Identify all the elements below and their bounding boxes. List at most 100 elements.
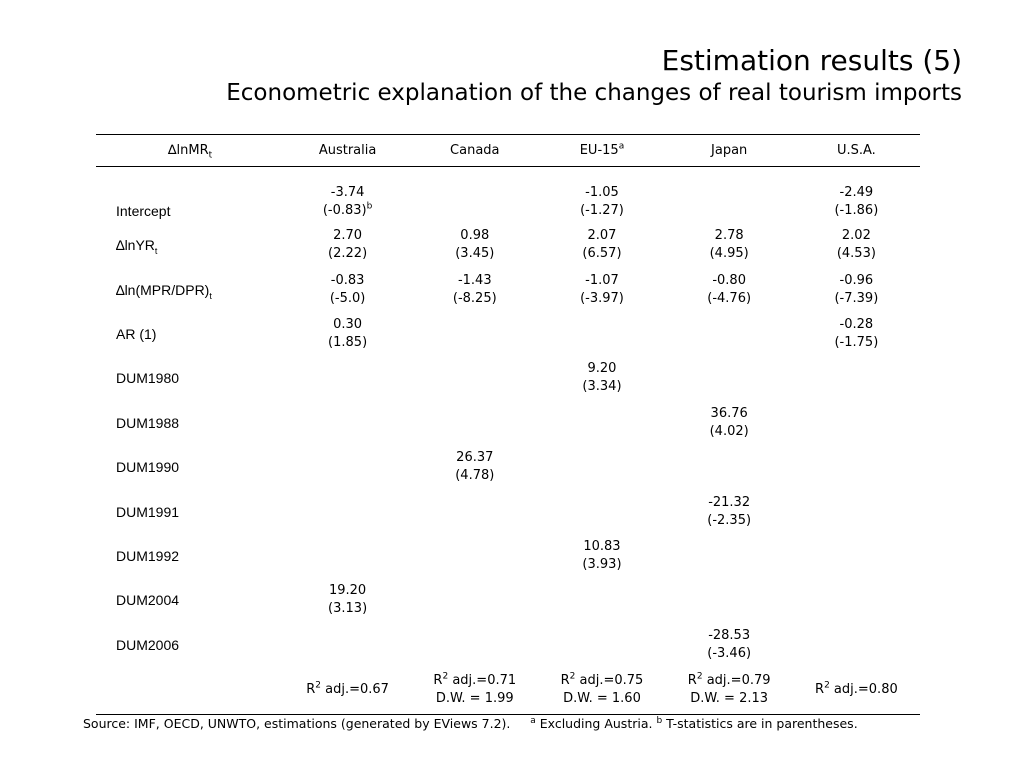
estimate-cell xyxy=(793,623,920,667)
coefficient: -0.80 xyxy=(712,272,746,288)
row-label: ∆lnYRt xyxy=(116,237,158,256)
t-statistic: (-2.35) xyxy=(707,512,752,528)
row-label: DUM1992 xyxy=(116,547,180,564)
coefficient: 2.02 xyxy=(841,228,871,244)
table-row: AR (1) 0.30 (1.85) -0.28 (-1.75) xyxy=(96,312,920,356)
estimate-cell xyxy=(411,534,538,578)
coefficient: 2.78 xyxy=(714,228,744,244)
t-statistic: (-1.75) xyxy=(834,334,879,350)
t-statistic: (3.45) xyxy=(455,246,495,262)
row-label: DUM2006 xyxy=(116,636,180,653)
t-statistic: (3.34) xyxy=(582,379,622,395)
coefficient: 19.20 xyxy=(328,583,367,599)
row-label: Intercept xyxy=(116,203,171,219)
coefficient: -0.28 xyxy=(839,316,874,332)
table-row: ∆lnYRt 2.70 (2.22) 0.98 (3.45) 2.07 (6.57) 2.78… xyxy=(96,223,920,267)
estimate-cell: 0.98 (3.45) xyxy=(411,223,538,267)
durbin-watson: D.W. = 2.13 xyxy=(690,691,769,707)
page-subtitle: Econometric explanation of the changes o… xyxy=(226,80,962,106)
estimate-cell xyxy=(411,356,538,400)
estimate-cell: 2.78 (4.95) xyxy=(666,223,793,267)
header-dependent-variable: ∆lnMRt xyxy=(96,134,284,167)
estimate-cell: 0.30 (1.85) xyxy=(284,312,411,356)
table-row: Intercept -3.74 (-0.83)b -1.05 (-1.27) -2.49 (… xyxy=(96,167,920,224)
estimate-cell xyxy=(793,489,920,533)
estimate-cell: 2.02 (4.53) xyxy=(793,223,920,267)
coefficient: -21.32 xyxy=(708,494,751,510)
t-statistic: (-5.0) xyxy=(329,290,366,306)
estimate-cell xyxy=(411,578,538,622)
title-block: Estimation results (5) Econometric expla… xyxy=(226,44,962,108)
table-row: DUM1980 9.20 (3.34) xyxy=(96,356,920,400)
coefficient: -28.53 xyxy=(708,627,751,643)
estimate-cell xyxy=(666,578,793,622)
durbin-watson: D.W. = 1.60 xyxy=(563,691,641,707)
estimate-cell: -1.07 (-3.97) xyxy=(538,267,665,311)
source-footnote: Source: IMF, OECD, UNWTO, estimations (g… xyxy=(83,715,858,731)
estimate-cell xyxy=(538,312,665,356)
row-label: DUM1980 xyxy=(116,370,180,387)
estimate-cell xyxy=(793,356,920,400)
fit-statistic-cell: R2 adj.=0.71 D.W. = 1.99 xyxy=(411,667,538,715)
estimate-cell: 9.20 (3.34) xyxy=(538,356,665,400)
estimate-cell: -1.43 (-8.25) xyxy=(411,267,538,311)
estimate-cell xyxy=(284,534,411,578)
coefficient: 9.20 xyxy=(587,361,617,377)
table-row: DUM1991 -21.32 (-2.35) xyxy=(96,489,920,533)
table-row: ∆ln(MPR/DPR)t -0.83 (-5.0) -1.43 (-8.25) -1.0… xyxy=(96,267,920,311)
coefficient: 10.83 xyxy=(583,538,621,554)
estimate-cell xyxy=(538,578,665,622)
durbin-watson: D.W. = 1.99 xyxy=(435,691,514,707)
estimate-cell xyxy=(666,356,793,400)
r2-adjusted: R2 adj.=0.67 xyxy=(306,681,389,698)
estimate-cell xyxy=(538,445,665,489)
estimate-cell: -0.80 (-4.76) xyxy=(666,267,793,311)
coefficient: -1.05 xyxy=(585,185,619,200)
fit-statistic-cell: R2 adj.=0.75 D.W. = 1.60 xyxy=(538,667,665,715)
estimate-cell: -28.53 (-3.46) xyxy=(666,623,793,667)
fit-statistic-cell: R2 adj.=0.79 D.W. = 2.13 xyxy=(666,667,793,715)
page-title: Estimation results (5) xyxy=(661,44,962,77)
estimate-cell xyxy=(284,356,411,400)
coefficient: 36.76 xyxy=(710,405,748,421)
t-statistic: (4.02) xyxy=(709,423,749,439)
header-japan: Japan xyxy=(665,134,793,167)
header-canada: Canada xyxy=(411,134,539,167)
r2-adjusted: R2 adj.=0.79 xyxy=(687,672,771,689)
estimate-cell xyxy=(284,401,411,445)
estimate-cell xyxy=(666,312,793,356)
estimate-cell: 10.83 (3.93) xyxy=(538,534,665,578)
row-label: DUM1991 xyxy=(116,503,180,520)
table-row: DUM1988 36.76 (4.02) xyxy=(96,401,920,445)
t-statistic: (4.78) xyxy=(455,468,495,484)
coefficient: 0.98 xyxy=(460,228,490,244)
row-label: DUM2004 xyxy=(116,592,180,609)
row-label: ∆ln(MPR/DPR)t xyxy=(116,281,212,301)
t-statistic: (-4.76) xyxy=(707,290,752,306)
estimate-cell xyxy=(793,445,920,489)
t-statistic: (-3.46) xyxy=(707,645,752,661)
t-statistic: (-8.25) xyxy=(452,290,497,306)
t-statistic: (4.95) xyxy=(709,246,749,262)
t-statistic: (-3.97) xyxy=(580,290,624,306)
estimate-cell xyxy=(538,623,665,667)
r2-adjusted: R2 adj.=0.71 xyxy=(433,672,517,689)
row-label: DUM1990 xyxy=(116,459,180,476)
fit-statistic-cell: R2 adj.=0.67 xyxy=(284,667,411,715)
estimate-cell xyxy=(666,534,793,578)
estimate-cell xyxy=(284,489,411,533)
table-row: DUM2006 -28.53 (-3.46) xyxy=(96,623,920,667)
fit-statistic-cell: R2 adj.=0.80 xyxy=(793,667,920,715)
table-header-row: ∆lnMRt Australia Canada EU-15a Japan U.S… xyxy=(96,134,920,167)
t-statistic: (-1.86) xyxy=(834,203,879,218)
table-row: DUM1992 10.83 (3.93) xyxy=(96,534,920,578)
t-statistic: (2.22) xyxy=(328,246,368,262)
r2-adjusted: R2 adj.=0.80 xyxy=(815,681,898,698)
t-statistic: (-7.39) xyxy=(834,290,879,306)
estimate-cell xyxy=(793,578,920,622)
estimate-cell: -1.05 (-1.27) xyxy=(538,167,665,224)
fit-statistics-row: R2 adj.=0.67 R2 adj.=0.71 D.W. = 1.99 R2 ad… xyxy=(96,667,920,715)
coefficient: -1.43 xyxy=(457,272,492,288)
coefficient: 2.07 xyxy=(587,228,617,244)
coefficient: -0.96 xyxy=(839,272,874,288)
